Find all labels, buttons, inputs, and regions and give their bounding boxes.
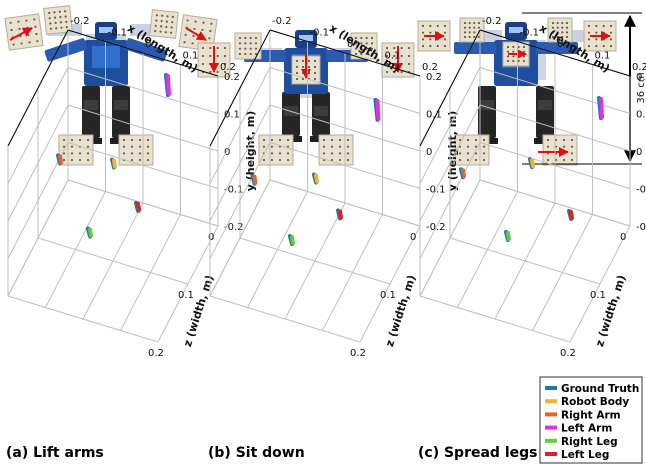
y-tick-label: -0.1 bbox=[636, 185, 646, 196]
x-tick-label: 0.2 bbox=[220, 62, 236, 73]
legend-entry: Right Leg bbox=[561, 436, 618, 448]
z-tick-label: 0 bbox=[410, 232, 416, 243]
estimate-point-left-arm bbox=[375, 98, 381, 121]
x-tick-label: 0.1 bbox=[595, 51, 611, 62]
x-tick-label: 0.2 bbox=[632, 62, 646, 73]
estimate-point-robot-body bbox=[530, 158, 535, 169]
x-tick-label: -0.2 bbox=[70, 16, 90, 27]
legend-entry: Left Leg bbox=[561, 449, 609, 461]
z-tick-label: 0 bbox=[620, 232, 626, 243]
z-tick-label: 0.2 bbox=[350, 348, 366, 359]
y-tick-label: -0.2 bbox=[636, 222, 646, 233]
estimate-point-robot-body bbox=[112, 158, 117, 169]
x-tick-label: -0.1 bbox=[310, 28, 330, 39]
x-tick-label: 0 bbox=[557, 39, 563, 50]
pose-plots: -0.2-0.100.10.2x (length, m)0.20.10-0.1-… bbox=[6, 16, 646, 461]
estimate-point-right-leg bbox=[290, 235, 295, 246]
z-tick-label: 0.2 bbox=[148, 348, 164, 359]
marker-tile bbox=[350, 32, 378, 60]
y-tick-label: 0 bbox=[636, 147, 642, 158]
x-tick-label: 0.1 bbox=[385, 51, 401, 62]
estimate-point-right-arm bbox=[58, 154, 63, 165]
estimate-point-left-arm bbox=[599, 97, 604, 120]
marker-tile bbox=[547, 17, 573, 43]
robot-photo-3 bbox=[417, 17, 617, 166]
y-tick-label: -0.2 bbox=[224, 222, 244, 233]
marker-tile bbox=[43, 5, 73, 35]
foot-marker-tile bbox=[318, 134, 354, 166]
estimate-point-right-leg bbox=[506, 230, 511, 241]
y-axis-label: y (height, m) bbox=[446, 111, 459, 192]
z-axis-label: z (width, m) bbox=[181, 273, 216, 348]
x-tick-label: -0.1 bbox=[520, 28, 540, 39]
y-tick-label: 0.1 bbox=[636, 110, 646, 121]
estimate-point-left-leg bbox=[338, 209, 343, 220]
y-tick-label: -0.1 bbox=[224, 185, 244, 196]
y-tick-label: 0.1 bbox=[426, 110, 442, 121]
legend-entry: Ground Truth bbox=[561, 383, 639, 395]
foot-marker-tile bbox=[118, 134, 154, 166]
foot-marker-tile bbox=[542, 134, 578, 166]
legend-entry: Left Arm bbox=[561, 423, 612, 435]
panel-caption: (a) Lift arms bbox=[6, 445, 104, 461]
z-axis-label: z (width, m) bbox=[593, 273, 628, 348]
estimate-point-right-arm bbox=[252, 174, 258, 185]
y-tick-label: 0.1 bbox=[224, 110, 240, 121]
y-tick-label: 0 bbox=[426, 147, 432, 158]
estimate-point-right-leg bbox=[88, 227, 93, 238]
x-tick-label: -0.2 bbox=[482, 16, 502, 27]
estimate-point-robot-body bbox=[314, 173, 319, 184]
legend-entry: Right Arm bbox=[561, 409, 621, 421]
x-tick-label: -0.2 bbox=[272, 16, 292, 27]
pose-plot-2: -0.2-0.100.10.2x (length, m)0.20.10-0.1-… bbox=[208, 16, 459, 461]
foot-marker-tile bbox=[258, 134, 294, 166]
scale-bar-label: 36 cm bbox=[636, 72, 646, 103]
z-tick-label: 0.2 bbox=[560, 348, 576, 359]
estimate-point-right-arm bbox=[461, 168, 466, 179]
z-tick-label: 0.1 bbox=[178, 290, 194, 301]
x-tick-label: 0.2 bbox=[422, 62, 438, 73]
x-tick-label: 0.1 bbox=[183, 51, 199, 62]
y-tick-label: 0.2 bbox=[426, 72, 442, 83]
panel-caption: (c) Spread legs bbox=[418, 445, 537, 461]
z-tick-label: 0 bbox=[208, 232, 214, 243]
z-tick-label: 0.1 bbox=[590, 290, 606, 301]
robot-photos bbox=[4, 5, 617, 166]
panel-caption: (b) Sit down bbox=[208, 445, 305, 461]
y-tick-label: 0.2 bbox=[224, 72, 240, 83]
y-axis-label: y (height, m) bbox=[244, 111, 257, 192]
y-tick-label: 0.2 bbox=[636, 72, 646, 83]
x-tick-label: 0 bbox=[145, 39, 151, 50]
estimate-point-left-leg bbox=[136, 201, 141, 212]
marker-tile bbox=[149, 9, 179, 39]
pose-plot-1: -0.2-0.100.10.2x (length, m)0.20.10-0.1-… bbox=[6, 16, 257, 461]
legend-entry: Robot Body bbox=[561, 396, 629, 408]
x-tick-label: -0.1 bbox=[108, 28, 128, 39]
estimate-point-left-leg bbox=[569, 209, 574, 220]
y-tick-label: 0 bbox=[224, 147, 230, 158]
z-axis-label: z (width, m) bbox=[383, 273, 418, 348]
z-tick-label: 0.1 bbox=[380, 290, 396, 301]
x-tick-label: 0 bbox=[347, 39, 353, 50]
estimate-point-left-arm bbox=[166, 74, 171, 97]
marker-tile bbox=[234, 32, 262, 60]
foot-marker-tile bbox=[454, 134, 490, 166]
robot-photo-2 bbox=[197, 30, 415, 166]
